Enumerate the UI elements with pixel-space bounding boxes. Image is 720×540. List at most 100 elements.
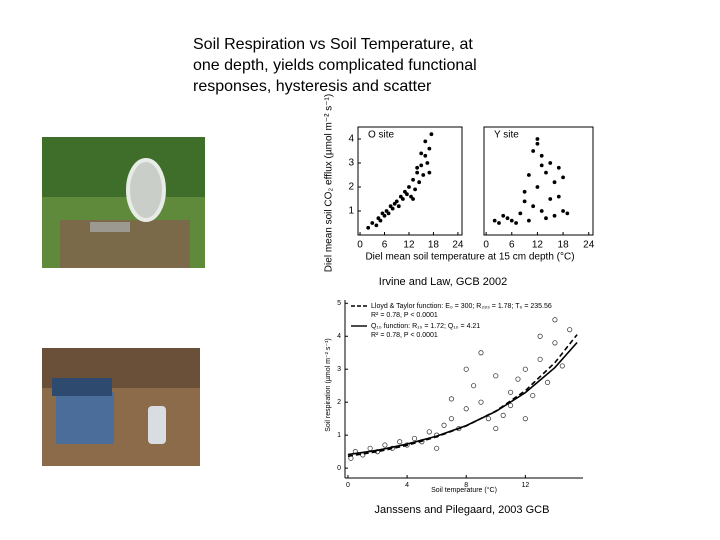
data-point bbox=[400, 197, 405, 201]
data-point bbox=[427, 146, 432, 151]
data-point bbox=[419, 151, 424, 156]
y-axis-title: Diel mean soil CO₂ efflux (µmol m⁻² s⁻¹) bbox=[324, 94, 335, 272]
data-point bbox=[411, 435, 418, 442]
y-tick-label: 1 bbox=[348, 206, 354, 217]
caption: Irvine and Law, GCB 2002 bbox=[379, 276, 507, 288]
data-point bbox=[561, 209, 565, 213]
photo-chamber bbox=[42, 137, 205, 268]
data-point bbox=[405, 192, 409, 197]
data-point bbox=[386, 211, 391, 216]
fit-line bbox=[347, 341, 578, 456]
data-point bbox=[485, 416, 491, 422]
data-point bbox=[403, 189, 407, 194]
panel-label: Y site bbox=[494, 130, 519, 141]
data-point bbox=[539, 153, 544, 158]
data-point bbox=[530, 392, 536, 399]
data-point bbox=[531, 204, 536, 209]
data-point bbox=[531, 149, 536, 153]
x-tick-label: 0 bbox=[346, 482, 350, 489]
y-tick-label: 1 bbox=[337, 432, 341, 439]
data-point bbox=[544, 216, 548, 221]
data-point bbox=[535, 185, 540, 189]
data-point bbox=[448, 416, 455, 422]
data-point bbox=[427, 170, 432, 175]
x-tick-label: 12 bbox=[532, 240, 544, 251]
data-point bbox=[565, 211, 570, 216]
plot-frame bbox=[357, 126, 463, 236]
photo-analyzer bbox=[42, 348, 200, 466]
data-point bbox=[429, 132, 434, 137]
x-tick-label: 18 bbox=[428, 240, 440, 251]
y-tick-label: 3 bbox=[337, 366, 341, 373]
data-point bbox=[370, 221, 375, 225]
data-point bbox=[539, 209, 544, 213]
data-point bbox=[411, 197, 415, 201]
x-axis-title: Soil temperature (°C) bbox=[431, 486, 497, 494]
data-point bbox=[378, 218, 383, 223]
data-point bbox=[567, 327, 573, 333]
data-point bbox=[396, 204, 401, 209]
data-point bbox=[548, 197, 553, 201]
data-point bbox=[537, 333, 543, 339]
data-point bbox=[426, 429, 432, 435]
data-point bbox=[556, 165, 561, 170]
data-point bbox=[537, 356, 543, 362]
data-point bbox=[448, 396, 455, 402]
data-point bbox=[407, 185, 411, 189]
data-point bbox=[388, 204, 393, 209]
data-point bbox=[471, 383, 477, 389]
data-point bbox=[507, 402, 514, 409]
data-point bbox=[548, 161, 553, 165]
data-point bbox=[492, 218, 497, 223]
x-tick-label: 24 bbox=[452, 240, 464, 251]
data-point bbox=[552, 180, 557, 185]
data-point bbox=[526, 218, 531, 223]
data-point bbox=[421, 173, 426, 177]
data-point bbox=[556, 194, 561, 199]
data-point bbox=[376, 216, 381, 221]
data-point bbox=[423, 139, 428, 144]
data-point bbox=[552, 340, 558, 346]
legend-label: Lloyd & Taylor function: E₀ = 300; R₂₈₃ … bbox=[371, 303, 552, 310]
data-point bbox=[382, 442, 388, 448]
data-point bbox=[500, 412, 506, 418]
plot-frame bbox=[483, 126, 594, 236]
data-point bbox=[384, 209, 389, 213]
x-tick-label: 0 bbox=[357, 240, 363, 251]
x-axis-title: Diel mean soil temperature at 15 cm dept… bbox=[365, 252, 574, 263]
data-point bbox=[419, 163, 424, 168]
y-axis-title: Soil respiration (µmol m⁻² s⁻¹) bbox=[325, 338, 332, 432]
data-point bbox=[415, 165, 420, 170]
data-point bbox=[478, 399, 484, 405]
y-tick-label: 4 bbox=[348, 134, 354, 145]
data-point bbox=[463, 366, 469, 372]
data-point bbox=[507, 389, 514, 395]
data-point bbox=[417, 180, 422, 185]
x-tick-label: 8 bbox=[464, 482, 468, 489]
data-point bbox=[415, 170, 420, 175]
data-point bbox=[493, 425, 499, 432]
fit-line bbox=[347, 334, 578, 458]
data-point bbox=[559, 363, 565, 369]
data-point bbox=[493, 373, 499, 379]
data-point bbox=[522, 416, 528, 422]
data-point bbox=[425, 161, 430, 165]
y-tick-label: 0 bbox=[337, 465, 341, 472]
data-point bbox=[535, 141, 540, 146]
legend-label: Q₁₀ function: R₁₀ = 1.72; Q₁₀ = 4.21 bbox=[371, 323, 480, 330]
data-point bbox=[441, 422, 447, 428]
data-point bbox=[522, 189, 527, 194]
x-tick-label: 24 bbox=[583, 240, 595, 251]
data-point bbox=[397, 439, 403, 445]
data-point bbox=[413, 187, 417, 192]
data-point bbox=[561, 175, 565, 180]
data-point bbox=[539, 163, 544, 168]
x-tick-label: 12 bbox=[521, 482, 529, 489]
x-tick-label: 6 bbox=[509, 240, 515, 251]
data-point bbox=[522, 199, 527, 204]
data-point bbox=[398, 194, 403, 199]
legend-note: R² = 0.78, P < 0.0001 bbox=[371, 312, 438, 319]
data-point bbox=[434, 445, 440, 451]
data-point bbox=[515, 376, 521, 382]
